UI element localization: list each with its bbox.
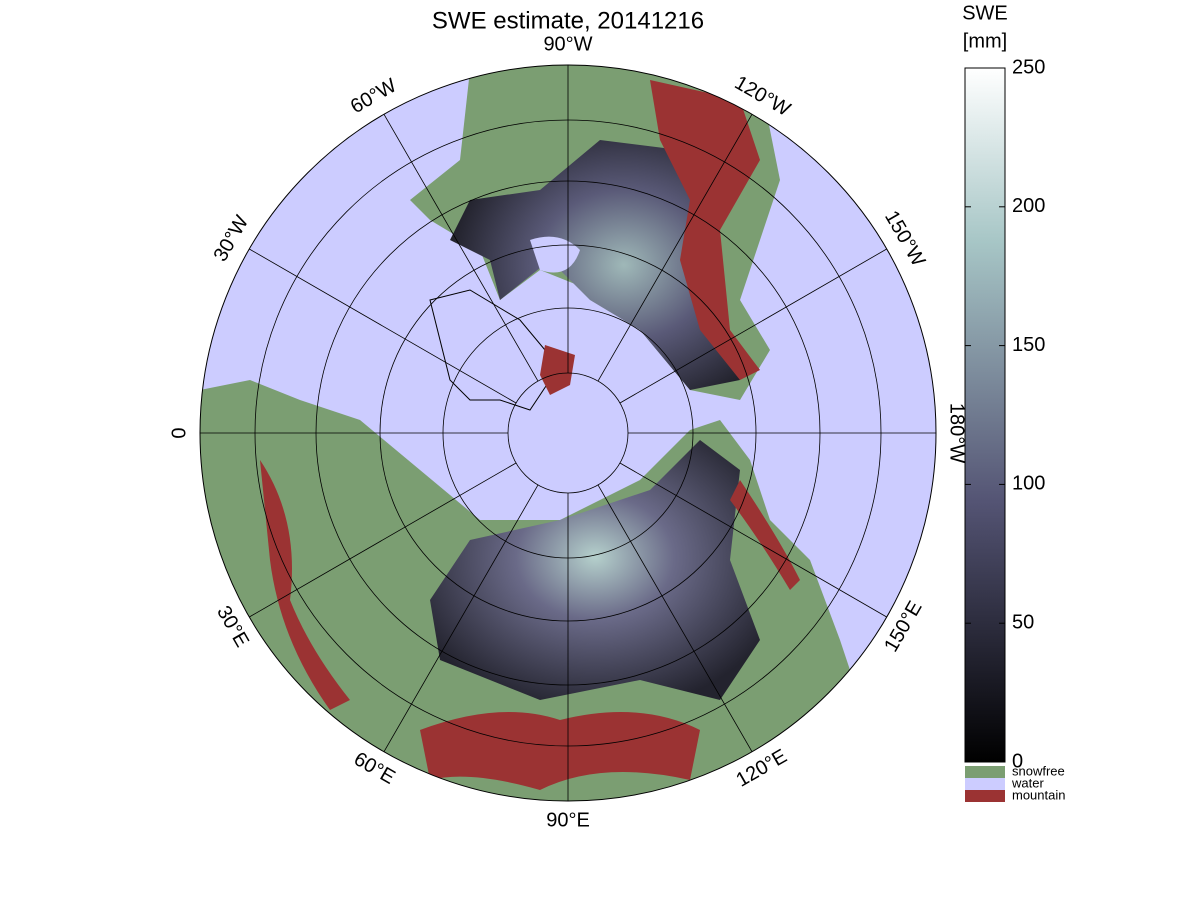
meridian bbox=[597, 484, 753, 752]
legend-label: mountain bbox=[1012, 787, 1065, 802]
meridian bbox=[249, 248, 517, 404]
meridian bbox=[383, 114, 539, 382]
colorbar-gradient bbox=[964, 67, 1006, 763]
colorbar-title: SWE bbox=[962, 2, 1008, 24]
snow-cover bbox=[430, 440, 760, 700]
longitude-label: 90°W bbox=[543, 33, 592, 55]
longitude-label: 180°W bbox=[946, 403, 968, 463]
colorbar-tick-label: 250 bbox=[1012, 56, 1045, 78]
snow-cover bbox=[450, 140, 740, 390]
meridian bbox=[383, 484, 539, 752]
mountain bbox=[260, 460, 350, 710]
mountain bbox=[420, 712, 700, 790]
meridian bbox=[249, 462, 517, 618]
greenland bbox=[429, 289, 551, 411]
graticule bbox=[200, 65, 936, 801]
legend-swatch bbox=[965, 790, 1005, 802]
map-border bbox=[199, 64, 937, 802]
legend-label: water bbox=[1011, 775, 1044, 790]
mountain bbox=[730, 480, 800, 590]
longitude-label: 0 bbox=[168, 427, 190, 438]
colorbar-tick-label: 200 bbox=[1012, 195, 1045, 217]
meridian bbox=[619, 462, 887, 618]
colorbar: SWE [mm] 0 50 100 150 200 250 snowfreewatermount… bbox=[962, 2, 1065, 802]
colorbar-tick-label: 50 bbox=[1012, 611, 1034, 633]
map-area bbox=[200, 65, 936, 801]
colorbar-tick-label: 100 bbox=[1012, 473, 1045, 495]
map-title: SWE estimate, 20141216 bbox=[432, 7, 704, 34]
meridian bbox=[619, 248, 887, 404]
mountain bbox=[540, 345, 575, 395]
mountain bbox=[650, 80, 760, 380]
legend-swatch bbox=[965, 766, 1005, 778]
meridian bbox=[597, 114, 753, 382]
colorbar-title: [mm] bbox=[963, 30, 1007, 52]
legend-swatch bbox=[965, 778, 1005, 790]
colorbar-tick-label: 150 bbox=[1012, 334, 1045, 356]
colorbar-tick-label: 0 bbox=[1012, 750, 1023, 772]
legend-label: snowfree bbox=[1012, 763, 1065, 778]
lake bbox=[530, 236, 580, 273]
longitude-label: 90°E bbox=[546, 809, 590, 831]
